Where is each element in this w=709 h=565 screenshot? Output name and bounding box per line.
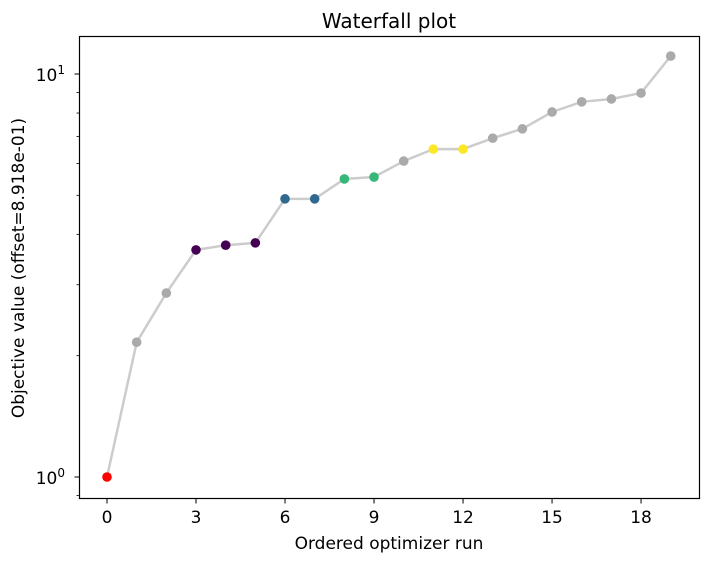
x-tick-label: 6 bbox=[280, 508, 291, 528]
data-point bbox=[191, 245, 201, 255]
y-tick-label: 101 bbox=[36, 63, 65, 86]
x-tick-label: 15 bbox=[541, 508, 563, 528]
waterfall-line bbox=[105, 55, 672, 478]
data-point bbox=[487, 133, 498, 143]
y-axis-label: Objective value (offset=8.918e-01) bbox=[9, 118, 29, 418]
data-series bbox=[102, 51, 676, 482]
data-point bbox=[369, 172, 379, 182]
data-point bbox=[665, 51, 676, 61]
x-tick-label: 3 bbox=[191, 508, 202, 528]
axes-frame bbox=[78, 35, 701, 500]
data-point bbox=[309, 194, 320, 204]
data-point bbox=[398, 156, 409, 166]
x-tick-label: 0 bbox=[102, 508, 113, 528]
data-point bbox=[250, 238, 261, 248]
data-point bbox=[458, 144, 468, 154]
data-point bbox=[131, 337, 142, 348]
chart-title: Waterfall plot bbox=[322, 9, 456, 33]
x-axis-label: Ordered optimizer run bbox=[295, 534, 484, 554]
data-point bbox=[102, 472, 112, 482]
data-point bbox=[547, 107, 557, 117]
data-point bbox=[280, 194, 290, 204]
x-tick-label: 18 bbox=[630, 508, 652, 528]
data-point bbox=[428, 144, 439, 154]
x-tick-label: 12 bbox=[452, 508, 474, 528]
y-tick-label: 100 bbox=[36, 466, 65, 489]
data-point bbox=[220, 240, 231, 250]
data-point bbox=[339, 174, 350, 184]
data-point bbox=[161, 288, 172, 298]
x-tick-label: 9 bbox=[369, 508, 380, 528]
x-axis-ticks: 0 3 6 9 12 15 18 bbox=[102, 498, 652, 528]
data-point bbox=[517, 124, 528, 134]
data-point bbox=[606, 94, 617, 104]
data-point bbox=[576, 97, 587, 107]
data-point bbox=[636, 88, 646, 98]
y-axis-ticks: 100 101 bbox=[36, 63, 80, 496]
